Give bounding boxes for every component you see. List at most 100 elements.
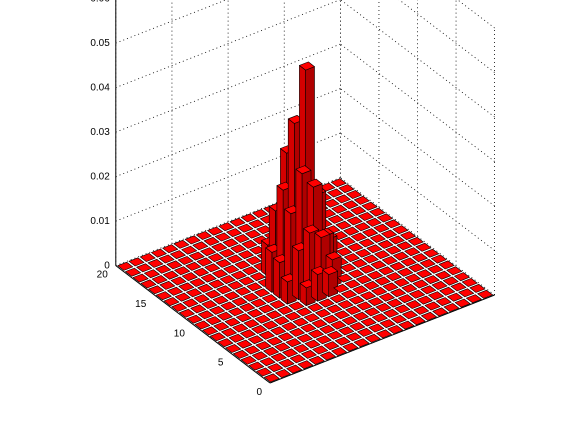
bar-r10-c14 (343, 253, 360, 263)
bar-r7-c14 (367, 270, 383, 280)
bar-r14-c18 (358, 212, 374, 221)
bar-r19-c19 (330, 178, 347, 188)
bar-r1-c0 (256, 367, 272, 377)
bar-r5-c8 (315, 308, 331, 318)
bar-r7-c2 (232, 323, 249, 333)
bar-r4-c11 (356, 301, 373, 311)
bar-r2-c14 (405, 300, 422, 309)
bar-r5-c15 (393, 278, 410, 287)
z-tick-label: 0.03 (90, 127, 110, 138)
bar-r10-c15 (355, 248, 372, 258)
bar-r2-c7 (327, 330, 343, 340)
bar-r17-c18 (334, 194, 351, 204)
bar-r17-c0 (132, 273, 149, 283)
bar-r5-c12 (360, 291, 376, 301)
bar-r18-c4 (170, 250, 186, 260)
bar-r2-c3 (282, 348, 298, 358)
bar-r7-c12 (344, 279, 361, 289)
bar-r5-c16 (404, 273, 421, 283)
bar-r2-c1 (259, 357, 276, 367)
bar-r10-c19 (400, 231, 416, 240)
bar-r0-c5 (319, 351, 336, 361)
bar-r9-c16 (374, 250, 390, 260)
x-axis-line (269, 294, 495, 384)
bar-r18-c10 (237, 223, 254, 233)
bar-r19-c2 (139, 253, 156, 262)
bar-r5-c6 (292, 317, 309, 327)
bar-r12-c6 (238, 276, 255, 286)
bar-r4-c8 (322, 314, 339, 324)
bar-r1-c17 (447, 292, 463, 302)
bar-r11-c18 (381, 229, 398, 239)
bar-r3-c6 (308, 329, 324, 339)
bar-r16-c8 (230, 244, 247, 254)
bar-r19-c10 (229, 217, 246, 227)
y-tick-label: 20 (97, 270, 109, 281)
bar-r18-c1 (136, 263, 153, 273)
bar-r10-c16 (366, 244, 383, 254)
bar-r3-c2 (263, 346, 280, 356)
bar-r3-c4 (285, 338, 302, 348)
bar-r6-c0 (217, 338, 234, 348)
bar-r19-c6 (184, 235, 201, 245)
bar-r13-c19 (376, 213, 393, 223)
bar-r11-c6 (246, 282, 263, 292)
bar-r16-c1 (151, 275, 168, 285)
bar-r4-c18 (435, 270, 451, 280)
bar-r9-c18 (396, 241, 413, 251)
bar-r14-c1 (167, 286, 183, 296)
bar-r4-c17 (423, 275, 440, 285)
bar-r3-c19 (454, 272, 470, 282)
y-tick-label: 0 (256, 387, 262, 398)
bar-r15-c1 (159, 280, 176, 290)
bar-r6-c8 (307, 302, 324, 312)
bar-r12-c2 (193, 294, 210, 304)
bar-r12-c0 (171, 302, 188, 312)
bar-r3-c14 (397, 294, 414, 304)
bar-r8-c17 (393, 251, 409, 261)
bar-r8-c16 (381, 256, 398, 265)
bar-r7-c17 (400, 257, 417, 267)
bar-r16-c6 (207, 253, 224, 263)
bar-r0-c12 (398, 320, 415, 330)
bar-r10-c6 (254, 288, 270, 298)
bar-r9-c15 (362, 254, 379, 264)
bar-r8-c19 (415, 242, 432, 252)
bar-r7-c4 (254, 314, 271, 324)
bar-r15-c0 (148, 285, 164, 295)
bar-r6-c15 (386, 272, 402, 282)
bar-r4-c13 (378, 292, 395, 302)
bar-r19-c12 (252, 209, 268, 218)
bar-r16-c3 (174, 266, 190, 276)
bar-r2-c5 (304, 339, 321, 349)
bar-r8-c3 (235, 313, 252, 323)
bar-r14-c4 (200, 273, 217, 283)
bar-r9-c5 (250, 298, 267, 308)
bar-r16-c5 (196, 257, 213, 267)
bar-r6-c3 (251, 324, 268, 334)
bar-r19-c11 (240, 213, 257, 223)
bar-r18-c18 (327, 188, 344, 198)
bar-r1-c13 (402, 310, 418, 320)
bar-r17-c11 (256, 225, 273, 235)
bar-r2-c0 (248, 361, 265, 371)
bar-r16-c18 (342, 200, 359, 210)
bar-r14-c16 (335, 220, 352, 230)
bars (117, 61, 494, 383)
bar-r11-c4 (224, 291, 240, 301)
bar-r0-c13 (409, 316, 426, 326)
bar-r0-c6 (331, 347, 348, 356)
bar-r17-c5 (189, 251, 205, 261)
bar-r7-c15 (378, 266, 395, 276)
bar-r2-c15 (416, 295, 433, 305)
bar-r2-c6 (315, 335, 332, 345)
bar-r5-c5 (281, 322, 298, 331)
bar-r18-c5 (181, 245, 197, 255)
grid-wall-col-z-6 (457, 0, 495, 29)
bar-r6-c16 (397, 267, 414, 277)
bar-r8-c12 (336, 273, 353, 283)
bar-r4-c0 (233, 349, 249, 359)
bar-r3-c18 (442, 276, 459, 286)
bar-r17-c8 (222, 238, 239, 248)
bar-r0-c7 (342, 342, 359, 352)
